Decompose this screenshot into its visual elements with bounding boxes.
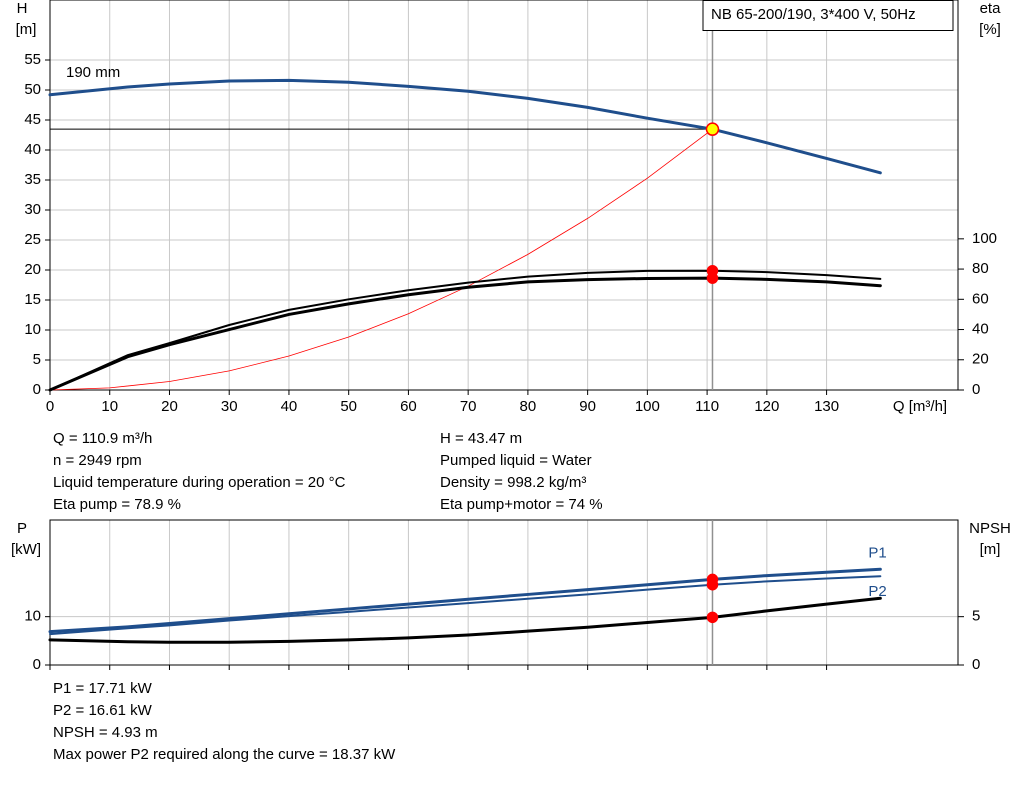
curve	[49, 128, 713, 391]
curve-label: P2	[868, 583, 886, 600]
y-tick-label: 0	[33, 381, 41, 398]
x-tick-label: 30	[221, 398, 238, 415]
model-box	[702, 0, 954, 31]
y-tick-label: 10	[24, 608, 41, 625]
info-line: n = 2949 rpm	[53, 452, 142, 469]
x-tick-label: 90	[579, 398, 596, 415]
x-tick-label: 20	[161, 398, 178, 415]
y-tick-label: 50	[24, 81, 41, 98]
y2-tick-label: 80	[972, 260, 989, 277]
x-tick-label: 130	[814, 398, 839, 415]
x-tick-label: 0	[46, 398, 54, 415]
x-tick-label: 80	[520, 398, 537, 415]
info-line: Max power P2 required along the curve = …	[53, 746, 396, 763]
x-tick-label: 70	[460, 398, 477, 415]
y-tick-label: 45	[24, 111, 41, 128]
y2-axis-label: eta	[980, 0, 1002, 17]
info-line: H = 43.47 m	[440, 430, 522, 447]
curve	[48, 567, 882, 634]
info-line: Liquid temperature during operation = 20…	[53, 474, 346, 491]
y2-tick-label: 40	[972, 321, 989, 338]
y-axis-unit: [m]	[16, 21, 37, 38]
plot-frame	[49, 0, 959, 391]
curve	[48, 596, 882, 644]
operating-point	[705, 122, 720, 136]
operating-point	[706, 272, 719, 284]
y-tick-label: 25	[24, 231, 41, 248]
y2-axis-label: NPSH	[969, 520, 1011, 537]
info-line: Q = 110.9 m³/h	[53, 430, 152, 447]
curve-label: 190 mm	[66, 64, 120, 81]
x-tick-label: 100	[635, 398, 660, 415]
curve	[49, 575, 882, 636]
x-tick-label: 50	[340, 398, 357, 415]
info-line: P2 = 16.61 kW	[53, 702, 153, 719]
y-tick-label: 40	[24, 141, 41, 158]
operating-point	[706, 611, 719, 624]
y-tick-label: 5	[33, 351, 41, 368]
x-tick-label: 110	[695, 398, 719, 415]
curve	[48, 276, 882, 392]
x-tick-label: 120	[754, 398, 779, 415]
y-tick-label: 30	[24, 201, 41, 218]
info-line: Density = 998.2 kg/m³	[440, 474, 586, 491]
y2-tick-label: 0	[972, 381, 980, 398]
y-tick-label: 15	[24, 291, 41, 308]
curve-label: P1	[868, 544, 886, 561]
y-tick-label: 35	[24, 171, 41, 188]
x-tick-label: 40	[281, 398, 298, 415]
y2-axis-unit: [m]	[980, 541, 1001, 558]
curve	[49, 269, 882, 391]
x-tick-label: 10	[101, 398, 118, 415]
plot-frame	[49, 519, 959, 666]
y-tick-label: 55	[24, 51, 41, 68]
info-line: Eta pump = 78.9 %	[53, 496, 181, 513]
info-line: Pumped liquid = Water	[440, 452, 592, 469]
operating-point	[706, 578, 719, 591]
info-line: P1 = 17.71 kW	[53, 680, 153, 697]
model-label: NB 65-200/190, 3*400 V, 50Hz	[711, 6, 916, 23]
y2-tick-label: 0	[972, 656, 980, 673]
y2-tick-label: 20	[972, 351, 989, 368]
y2-tick-label: 100	[972, 230, 997, 247]
y2-tick-label: 60	[972, 290, 989, 307]
y-axis-label: H	[17, 0, 28, 17]
info-line: NPSH = 4.93 m	[53, 724, 158, 741]
x-axis-label: Q [m³/h]	[893, 398, 947, 415]
y-axis-label: P	[17, 520, 27, 537]
y-axis-unit: [kW]	[11, 541, 41, 558]
y-tick-label: 0	[33, 656, 41, 673]
y2-tick-label: 5	[972, 608, 980, 625]
curve	[48, 78, 882, 175]
x-tick-label: 60	[400, 398, 417, 415]
info-line: Eta pump+motor = 74 %	[440, 496, 603, 513]
y-tick-label: 20	[24, 261, 41, 278]
y-tick-label: 10	[24, 321, 41, 338]
y2-axis-unit: [%]	[979, 21, 1001, 38]
